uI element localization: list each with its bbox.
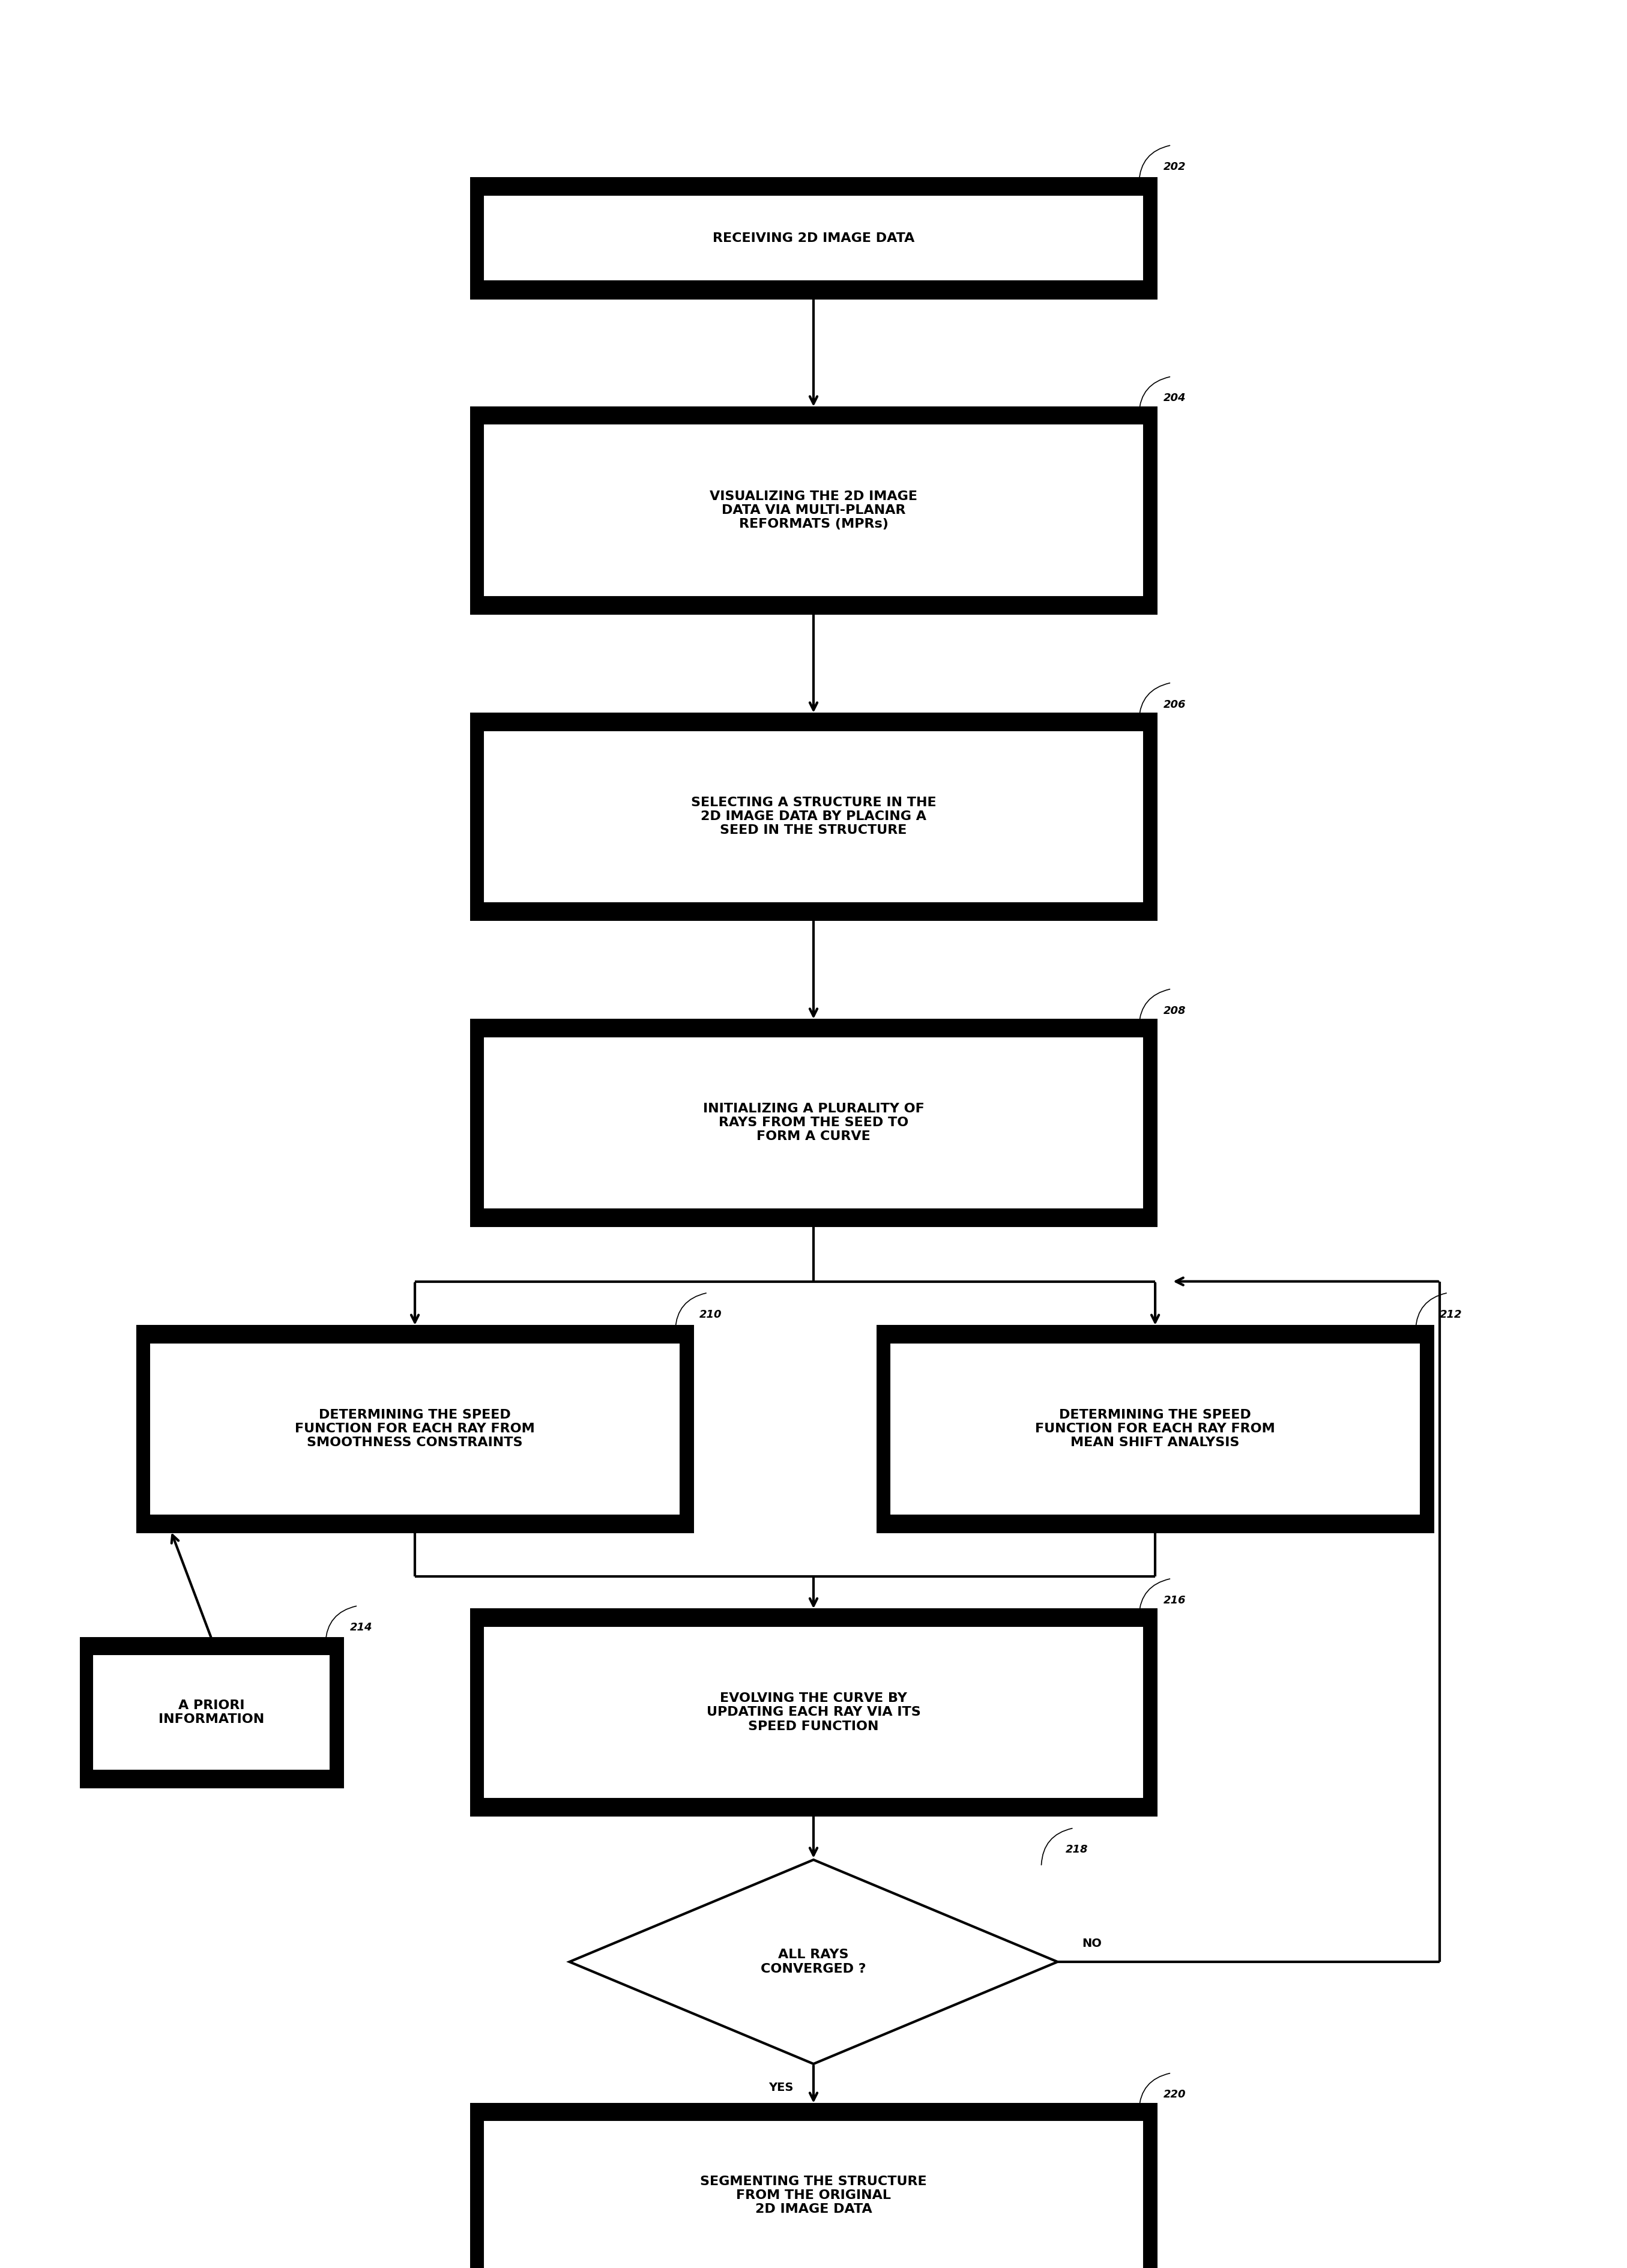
Text: EVOLVING THE CURVE BY
UPDATING EACH RAY VIA ITS
SPEED FUNCTION: EVOLVING THE CURVE BY UPDATING EACH RAY … (706, 1692, 921, 1733)
Text: 210: 210 (700, 1309, 722, 1320)
Text: 204: 204 (1163, 392, 1186, 404)
Text: 212: 212 (1440, 1309, 1463, 1320)
Text: RECEIVING 2D IMAGE DATA: RECEIVING 2D IMAGE DATA (713, 231, 914, 245)
Text: SEGMENTING THE STRUCTURE
FROM THE ORIGINAL
2D IMAGE DATA: SEGMENTING THE STRUCTURE FROM THE ORIGIN… (700, 2175, 927, 2216)
Text: 220: 220 (1163, 2089, 1186, 2100)
Text: YES: YES (768, 2082, 794, 2093)
FancyBboxPatch shape (81, 1637, 342, 1787)
Text: NO: NO (1082, 1937, 1101, 1950)
Text: VISUALIZING THE 2D IMAGE
DATA VIA MULTI-PLANAR
REFORMATS (MPRs): VISUALIZING THE 2D IMAGE DATA VIA MULTI-… (709, 490, 918, 531)
Text: SELECTING A STRUCTURE IN THE
2D IMAGE DATA BY PLACING A
SEED IN THE STRUCTURE: SELECTING A STRUCTURE IN THE 2D IMAGE DA… (691, 796, 936, 837)
FancyBboxPatch shape (472, 408, 1155, 612)
FancyBboxPatch shape (472, 2105, 1155, 2268)
Text: 216: 216 (1163, 1594, 1186, 1606)
FancyBboxPatch shape (93, 1656, 330, 1769)
Text: 214: 214 (350, 1622, 373, 1633)
FancyBboxPatch shape (483, 1036, 1144, 1209)
FancyBboxPatch shape (483, 2121, 1144, 2268)
FancyBboxPatch shape (472, 179, 1155, 297)
Text: 202: 202 (1163, 161, 1186, 172)
FancyBboxPatch shape (483, 195, 1144, 281)
Text: DETERMINING THE SPEED
FUNCTION FOR EACH RAY FROM
SMOOTHNESS CONSTRAINTS: DETERMINING THE SPEED FUNCTION FOR EACH … (294, 1408, 535, 1449)
FancyBboxPatch shape (483, 424, 1144, 596)
Text: 218: 218 (1066, 1844, 1088, 1855)
FancyBboxPatch shape (890, 1343, 1420, 1515)
Text: A PRIORI
INFORMATION: A PRIORI INFORMATION (158, 1699, 265, 1726)
FancyBboxPatch shape (150, 1343, 680, 1515)
Text: 208: 208 (1163, 1005, 1186, 1016)
Text: 206: 206 (1163, 699, 1186, 710)
FancyBboxPatch shape (138, 1327, 691, 1531)
FancyBboxPatch shape (472, 714, 1155, 919)
FancyBboxPatch shape (483, 730, 1144, 903)
FancyBboxPatch shape (472, 1610, 1155, 1814)
Text: INITIALIZING A PLURALITY OF
RAYS FROM THE SEED TO
FORM A CURVE: INITIALIZING A PLURALITY OF RAYS FROM TH… (703, 1102, 924, 1143)
Text: DETERMINING THE SPEED
FUNCTION FOR EACH RAY FROM
MEAN SHIFT ANALYSIS: DETERMINING THE SPEED FUNCTION FOR EACH … (1035, 1408, 1276, 1449)
Text: ALL RAYS
CONVERGED ?: ALL RAYS CONVERGED ? (761, 1948, 866, 1975)
FancyBboxPatch shape (879, 1327, 1432, 1531)
FancyBboxPatch shape (483, 1626, 1144, 1799)
FancyBboxPatch shape (472, 1021, 1155, 1225)
Polygon shape (569, 1860, 1058, 2064)
